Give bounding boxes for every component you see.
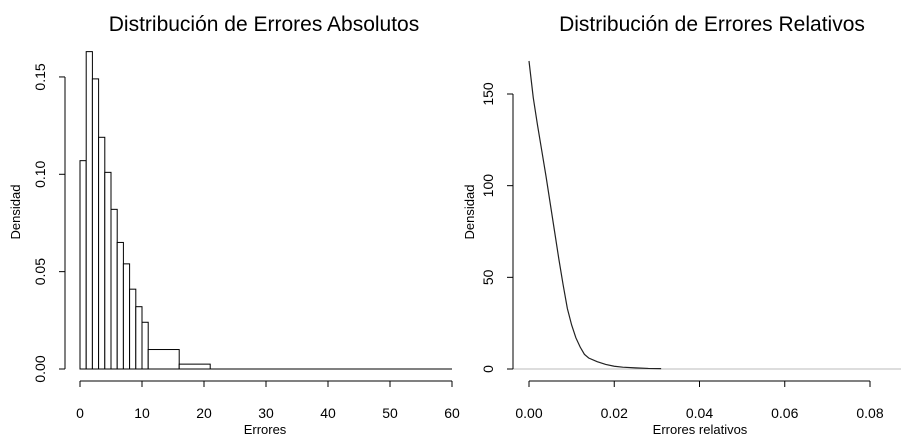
y-tick-label: 0.15 xyxy=(32,63,48,90)
histogram-bar xyxy=(116,241,124,370)
y-tick-label: 100 xyxy=(480,174,496,198)
y-tick-label: 0.05 xyxy=(32,258,48,285)
histogram-bar xyxy=(129,288,137,370)
y-tick-label: 0.00 xyxy=(32,355,48,382)
x-axis-label: Errores relativos xyxy=(653,422,748,437)
histogram-bar xyxy=(178,363,211,370)
y-tick-label: 50 xyxy=(480,269,496,285)
density-line xyxy=(528,60,662,370)
histogram-bar xyxy=(104,171,112,370)
histogram-bar xyxy=(98,136,106,370)
x-tick-label: 0.02 xyxy=(601,405,628,421)
x-tick-label: 0.06 xyxy=(771,405,798,421)
y-tick-label: 0 xyxy=(480,365,496,373)
absolute-errors-chart: Distribución de Errores Absolutos Errore… xyxy=(8,13,460,437)
histogram-bar xyxy=(91,78,100,370)
histogram-bar xyxy=(141,321,149,370)
y-axis-label: Densidad xyxy=(8,185,23,240)
x-tick-label: 0.08 xyxy=(856,405,883,421)
y-axis-label: Densidad xyxy=(462,185,477,240)
x-axis-label: Errores xyxy=(244,422,287,437)
histogram-bar xyxy=(85,51,93,370)
histogram-bar xyxy=(110,208,118,370)
histogram-bar xyxy=(147,349,180,370)
x-tick-label: 10 xyxy=(134,405,150,421)
relative-errors-plot: 0.00 0.02 0.04 0.06 0.08 0 50 100 150 xyxy=(480,60,901,421)
x-tick-label: 30 xyxy=(258,405,274,421)
histogram-bar xyxy=(79,160,87,370)
x-tick-label: 20 xyxy=(196,405,212,421)
x-tick-label: 0.04 xyxy=(686,405,713,421)
absolute-errors-plot: 0 10 20 30 40 50 60 0.00 0.05 0.10 0.15 xyxy=(32,51,460,421)
x-tick-label: 50 xyxy=(382,405,398,421)
histogram-bar xyxy=(122,263,131,370)
x-tick-label: 0.00 xyxy=(515,405,542,421)
chart-title: Distribución de Errores Relativos xyxy=(559,13,865,36)
x-tick-label: 60 xyxy=(444,405,460,421)
chart-title: Distribución de Errores Absolutos xyxy=(109,13,419,36)
x-tick-label: 0 xyxy=(76,405,84,421)
relative-errors-chart: Distribución de Errores Relativos Errore… xyxy=(462,13,901,437)
y-tick-label: 150 xyxy=(480,82,496,106)
x-tick-label: 40 xyxy=(320,405,336,421)
histogram-bar xyxy=(135,306,143,370)
y-tick-label: 0.10 xyxy=(32,160,48,187)
